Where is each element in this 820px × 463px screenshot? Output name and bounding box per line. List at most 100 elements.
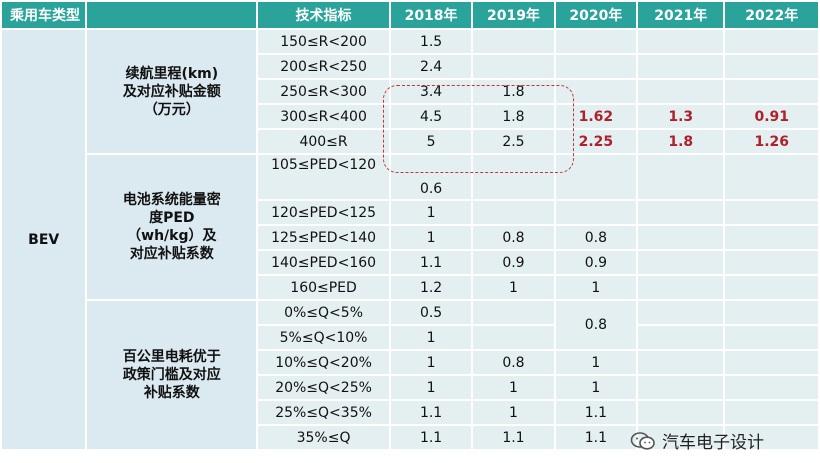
value-cell xyxy=(638,251,724,274)
value-cell: 1 xyxy=(473,276,554,299)
table-row: 电池系统能量密 度PED （wh/kg）及 对应补贴系数 105≤PED<120 0.… xyxy=(2,155,818,299)
value-cell: 0.8 xyxy=(473,351,554,374)
value-cell: 1.1 xyxy=(555,401,637,424)
value-cell xyxy=(725,401,818,424)
metric-cell: 150≤R<200 xyxy=(258,30,389,53)
header-metric: 技术指标 xyxy=(258,2,389,28)
value-cell: 0.9 xyxy=(555,251,637,274)
value-cell: 1.1 xyxy=(390,426,472,449)
value-cell xyxy=(725,226,818,249)
metric-cell: 5%≤Q<10% xyxy=(258,326,389,349)
value-cell xyxy=(725,80,818,103)
value-cell xyxy=(638,226,724,249)
table-row: 140≤PED<160 1.1 0.9 0.9 xyxy=(2,251,818,274)
table-row: 10%≤Q<20% 1 0.8 1 xyxy=(2,351,818,374)
value-cell xyxy=(638,376,724,399)
vehicle-type-cell: BEV xyxy=(2,30,86,449)
group-label-range: 续航里程(km) 及对应补贴金额 （万元） xyxy=(87,30,257,153)
table-row: 120≤PED<125 1 xyxy=(2,201,818,224)
value-cell xyxy=(725,326,818,349)
value-cell xyxy=(638,401,724,424)
value-cell: 2.5 xyxy=(473,130,554,153)
metric-cell: 0%≤Q<5% xyxy=(258,301,389,324)
value-cell xyxy=(725,155,818,199)
value-cell: 1.8 xyxy=(473,80,554,103)
table-row: 25%≤Q<35% 1.1 1 1.1 xyxy=(2,401,818,424)
value-cell xyxy=(638,351,724,374)
header-2019: 2019年 xyxy=(473,2,554,28)
metric-cell: 160≤PED xyxy=(258,276,389,299)
value-cell xyxy=(638,276,724,299)
value-cell xyxy=(555,55,637,78)
table-row: BEV 续航里程(km) 及对应补贴金额 （万元） 150≤R<200 1.5 xyxy=(2,30,818,449)
value-cell: 1.1 xyxy=(473,426,554,449)
value-cell xyxy=(473,201,554,224)
subsidy-table: 乘用车类型 技术指标 2018年 2019年 2020年 2021年 2022年… xyxy=(2,2,818,449)
metric-cell: 20%≤Q<25% xyxy=(258,376,389,399)
highlight-value-cell: 1.62 xyxy=(555,105,637,128)
table-row: 160≤PED 1.2 1 1 xyxy=(2,276,818,299)
metric-cell: 105≤PED<120 xyxy=(258,155,389,199)
wechat-icon xyxy=(630,431,655,450)
value-cell xyxy=(725,301,818,324)
metric-cell: 250≤R<300 xyxy=(258,80,389,103)
table-row: 300≤R<400 4.5 1.8 1.62 1.3 0.91 xyxy=(2,105,818,128)
value-cell xyxy=(725,201,818,224)
merged-value-cell: 0.8 xyxy=(555,301,637,349)
value-cell xyxy=(638,30,724,53)
table-row: 400≤R 5 2.5 2.25 1.8 1.26 xyxy=(2,130,818,153)
value-cell: 1 xyxy=(473,376,554,399)
value-cell xyxy=(725,55,818,78)
value-cell: 1.2 xyxy=(390,276,472,299)
metric-cell: 120≤PED<125 xyxy=(258,201,389,224)
table-row: 百公里电耗优于 政策门槛及对应 补贴系数 0%≤Q<5% 0.5 0.8 xyxy=(2,301,818,449)
value-cell: 1 xyxy=(390,376,472,399)
header-2022: 2022年 xyxy=(725,2,818,28)
watermark-text: 汽车电子设计 xyxy=(662,433,764,453)
value-cell: 3.4 xyxy=(390,80,472,103)
highlight-value-cell: 1.3 xyxy=(638,105,724,128)
value-cell xyxy=(638,201,724,224)
metric-cell: 35%≤Q xyxy=(258,426,389,449)
header-2020: 2020年 xyxy=(555,2,637,28)
metric-cell: 140≤PED<160 xyxy=(258,251,389,274)
value-cell xyxy=(725,351,818,374)
value-cell: 1.1 xyxy=(555,426,637,449)
value-cell: 0.5 xyxy=(390,301,472,324)
value-cell: 1.5 xyxy=(390,30,472,53)
metric-cell: 400≤R xyxy=(258,130,389,153)
header-vehicle-type: 乘用车类型 xyxy=(2,2,86,28)
value-cell: 1 xyxy=(390,351,472,374)
metric-cell: 300≤R<400 xyxy=(258,105,389,128)
value-cell: 0.8 xyxy=(555,226,637,249)
highlight-value-cell: 0.91 xyxy=(725,105,818,128)
value-cell xyxy=(555,30,637,53)
value-cell xyxy=(555,201,637,224)
highlight-value-cell: 2.25 xyxy=(555,130,637,153)
value-cell: 1 xyxy=(473,401,554,424)
table-row: 20%≤Q<25% 1 1 1 xyxy=(2,376,818,399)
group-label-battery: 电池系统能量密 度PED （wh/kg）及 对应补贴系数 xyxy=(87,155,257,299)
value-cell: 1 xyxy=(390,326,472,349)
header-row: 乘用车类型 技术指标 2018年 2019年 2020年 2021年 2022年 xyxy=(2,2,818,28)
table-row: 125≤PED<140 1 0.8 0.8 xyxy=(2,226,818,249)
value-cell xyxy=(473,155,554,199)
value-cell xyxy=(638,301,724,324)
highlight-value-cell: 1.26 xyxy=(725,130,818,153)
value-cell: 1 xyxy=(555,351,637,374)
value-cell: 1 xyxy=(555,276,637,299)
value-cell xyxy=(638,55,724,78)
value-cell: 0.6 xyxy=(390,155,472,199)
table-row: 200≤R<250 2.4 xyxy=(2,55,818,78)
header-2018: 2018年 xyxy=(390,2,472,28)
value-cell: 1 xyxy=(390,226,472,249)
value-cell: 4.5 xyxy=(390,105,472,128)
value-cell: 1.1 xyxy=(390,401,472,424)
value-cell xyxy=(555,80,637,103)
value-cell xyxy=(638,326,724,349)
header-2021: 2021年 xyxy=(638,2,724,28)
header-spacer xyxy=(87,2,257,28)
value-cell xyxy=(638,155,724,199)
value-cell: 1 xyxy=(555,376,637,399)
metric-cell: 125≤PED<140 xyxy=(258,226,389,249)
